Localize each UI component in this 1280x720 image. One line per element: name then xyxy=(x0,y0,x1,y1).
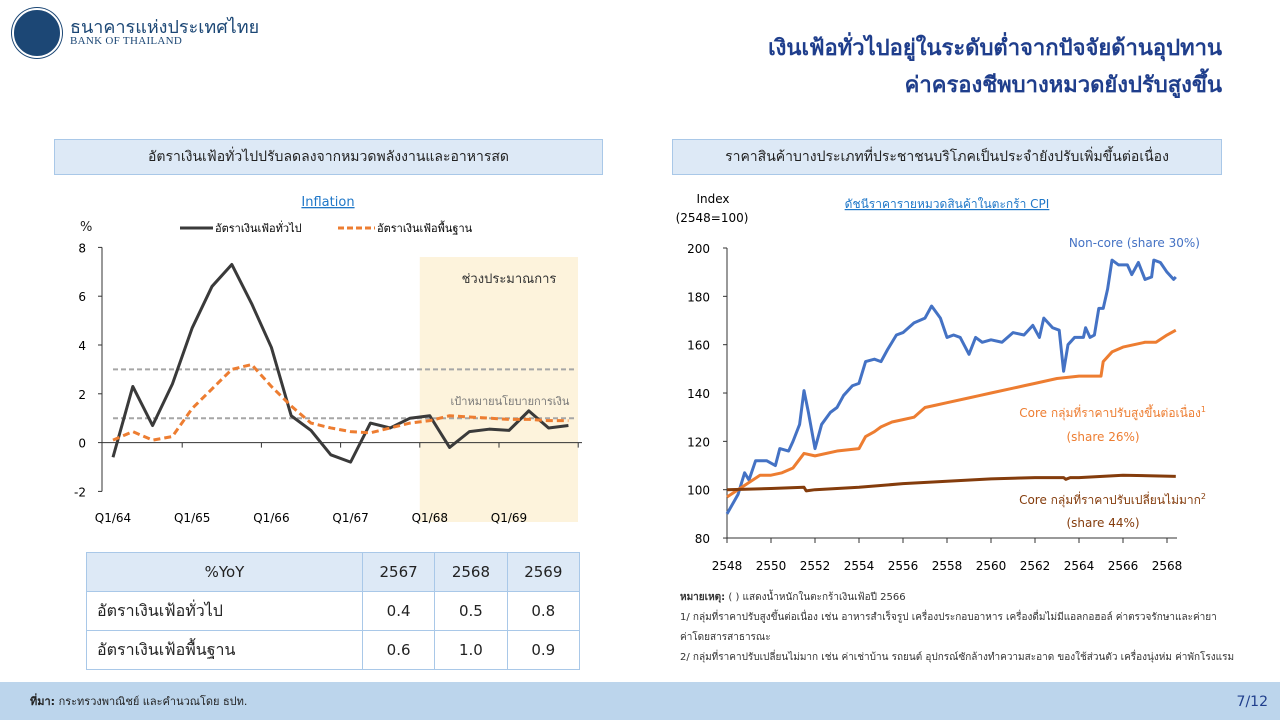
y-axis-unit: % xyxy=(80,220,92,235)
label-share-core-stable: (share 44%) xyxy=(1066,516,1139,530)
slide-title-line1: เงินเฟ้อทั่วไปอยู่ในระดับต่ำจากปัจจัยด้า… xyxy=(768,36,1222,61)
y-axis-label-line1: Index xyxy=(696,192,729,206)
x-tick-label: Q1/69 xyxy=(491,511,527,525)
label-share-core-rising: (share 26%) xyxy=(1066,430,1139,444)
table-cell: 0.6 xyxy=(361,630,436,670)
source-note: ที่มา: กระทรวงพาณิชย์ และคำนวณโดย ธปท. xyxy=(30,695,248,708)
bot-logo xyxy=(12,8,62,58)
slide-title-line2: ค่าครองชีพบางหมวดยังปรับสูงขึ้น xyxy=(904,73,1222,98)
x-tick-label: Q1/68 xyxy=(412,511,448,525)
x-tick-label: 2568 xyxy=(1152,559,1183,573)
table-header: 2569 xyxy=(506,552,581,592)
page-number: 7/12 xyxy=(1236,694,1268,710)
chart-title: Inflation xyxy=(301,195,354,210)
x-tick-label: 2560 xyxy=(976,559,1007,573)
table-cell: 0.4 xyxy=(361,591,436,631)
table-header-row: %YoY 2567 2568 2569 xyxy=(86,552,581,592)
y-tick-label: 8 xyxy=(78,241,86,255)
label-core-stable: Core กลุ่มที่ราคาปรับเปลี่ยนไม่มาก2 xyxy=(1019,491,1206,508)
label-non-core: Non-core (share 30%) xyxy=(1069,236,1200,250)
y-tick-label: 2 xyxy=(78,388,86,402)
table-header: 2568 xyxy=(434,552,508,592)
x-tick-label: 2566 xyxy=(1108,559,1139,573)
right-panel-heading: ราคาสินค้าบางประเภทที่ประชาชนบริโภคเป็นป… xyxy=(672,139,1222,175)
y-tick-label: 4 xyxy=(78,339,86,353)
org-name-en: BANK OF THAILAND xyxy=(70,35,183,47)
chart-title: ดัชนีราคารายหมวดสินค้าในตะกร้า CPI xyxy=(845,197,1050,211)
x-tick-label: 2564 xyxy=(1064,559,1095,573)
y-axis-label-line2: (2548=100) xyxy=(676,211,749,225)
table-header: %YoY xyxy=(86,552,363,592)
x-tick-label: Q1/65 xyxy=(174,511,210,525)
table-cell: 0.9 xyxy=(506,630,581,670)
note-line0: หมายเหตุ: ( ) แสดงน้ำหนักในตะกร้าเงินเฟ้… xyxy=(680,592,906,603)
x-tick-label: 2562 xyxy=(1020,559,1051,573)
note-line1b: ค่าโดยสารสาธารณะ xyxy=(680,632,771,643)
x-tick-label: 2554 xyxy=(844,559,875,573)
org-name-th: ธนาคารแห่งประเทศไทย xyxy=(70,17,260,37)
table-cell: 0.5 xyxy=(434,591,508,631)
y-tick-label: 140 xyxy=(687,387,710,401)
y-tick-label: 80 xyxy=(695,532,710,546)
x-tick-label: 2548 xyxy=(712,559,743,573)
table-cell: อัตราเงินเฟ้อพื้นฐาน xyxy=(86,630,363,670)
non-core-line xyxy=(725,258,1177,515)
core-rising-line xyxy=(726,328,1177,499)
table-row: อัตราเงินเฟ้อพื้นฐาน 0.6 1.0 0.9 xyxy=(86,630,581,670)
note-line2: 2/ กลุ่มที่ราคาปรับเปลี่ยนไม่มาก เช่น ค่… xyxy=(680,652,1235,663)
forecast-shading xyxy=(419,257,578,522)
y-tick-label: -2 xyxy=(74,485,86,499)
x-tick-label: Q1/67 xyxy=(332,511,368,525)
core-stable-line xyxy=(726,473,1176,493)
headline-inflation-line xyxy=(111,262,569,464)
x-tick-label: Q1/66 xyxy=(253,511,289,525)
label-core-rising: Core กลุ่มที่ราคาปรับสูงขึ้นต่อเนื่อง1 xyxy=(1019,404,1206,421)
table-header: 2567 xyxy=(361,552,436,592)
x-tick-label: 2552 xyxy=(800,559,831,573)
y-tick-label: 120 xyxy=(687,435,710,449)
y-tick-label: 6 xyxy=(78,290,86,304)
target-label: เป้าหมายนโยบายการเงิน xyxy=(451,394,570,408)
y-tick-label: 160 xyxy=(687,339,710,353)
table-row: อัตราเงินเฟ้อทั่วไป 0.4 0.5 0.8 xyxy=(86,591,581,631)
y-tick-label: 180 xyxy=(687,290,710,304)
x-tick-label: Q1/64 xyxy=(95,511,131,525)
table-cell: อัตราเงินเฟ้อทั่วไป xyxy=(86,591,363,631)
x-tick-label: 2558 xyxy=(932,559,963,573)
footer-bar xyxy=(0,682,1280,720)
y-tick-label: 100 xyxy=(687,484,710,498)
x-tick-label: 2556 xyxy=(888,559,919,573)
legend-label-headline: อัตราเงินเฟ้อทั่วไป xyxy=(215,220,302,235)
core-inflation-line xyxy=(112,363,569,442)
table-cell: 0.8 xyxy=(506,591,581,631)
forecast-label: ช่วงประมาณการ xyxy=(462,272,557,287)
y-tick-label: 200 xyxy=(687,242,710,256)
x-tick-label: 2550 xyxy=(756,559,787,573)
legend-label-core: อัตราเงินเฟ้อพื้นฐาน xyxy=(377,220,473,235)
table-cell: 1.0 xyxy=(434,630,508,670)
note-line1: 1/ กลุ่มที่ราคาปรับสูงขึ้นต่อเนื่อง เช่น… xyxy=(680,612,1217,623)
left-panel-heading: อัตราเงินเฟ้อทั่วไปปรับลดลงจากหมวดพลังงา… xyxy=(54,139,603,175)
y-tick-label: 0 xyxy=(78,437,86,451)
inflation-forecast-table: %YoY 2567 2568 2569 อัตราเงินเฟ้อทั่วไป 0.4 0… xyxy=(86,552,581,670)
